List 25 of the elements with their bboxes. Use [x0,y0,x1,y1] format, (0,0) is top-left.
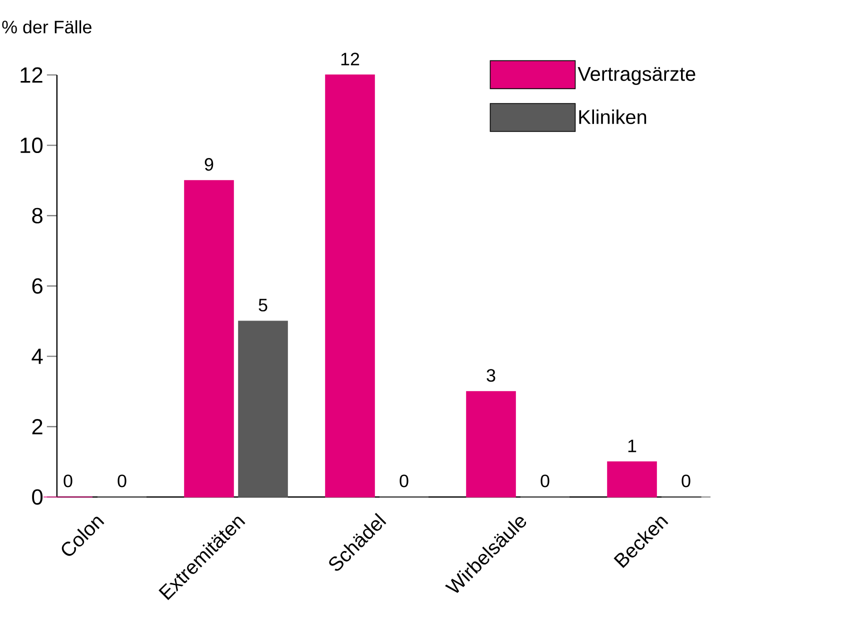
data-label: 9 [204,158,214,171]
data-label: 0 [400,474,408,488]
bar [325,74,375,498]
data-label: 3 [486,369,496,382]
y-tick-label: 10 [20,138,43,154]
data-label: 5 [258,298,268,312]
y-tick-label: 6 [32,278,42,294]
legend-label: Vertragsärzte [578,67,696,85]
data-label: 0 [118,474,126,488]
y-tick-label: 0 [32,489,43,505]
y-tick-label: 2 [32,419,42,434]
y-tick-label: 8 [32,208,42,224]
data-label: 0 [682,474,690,488]
y-tick-label: 12 [20,67,42,83]
bar [184,180,234,498]
legend-label: Kliniken [579,110,646,124]
data-label: 1 [628,440,636,452]
bar [607,461,657,498]
y-axis-title: % der Fälle [2,20,92,34]
data-label: 0 [540,474,550,488]
data-label: 12 [341,52,360,66]
bar [466,391,516,498]
data-label: 0 [64,474,72,488]
y-tick-label: 4 [32,348,43,364]
bar [238,320,288,498]
